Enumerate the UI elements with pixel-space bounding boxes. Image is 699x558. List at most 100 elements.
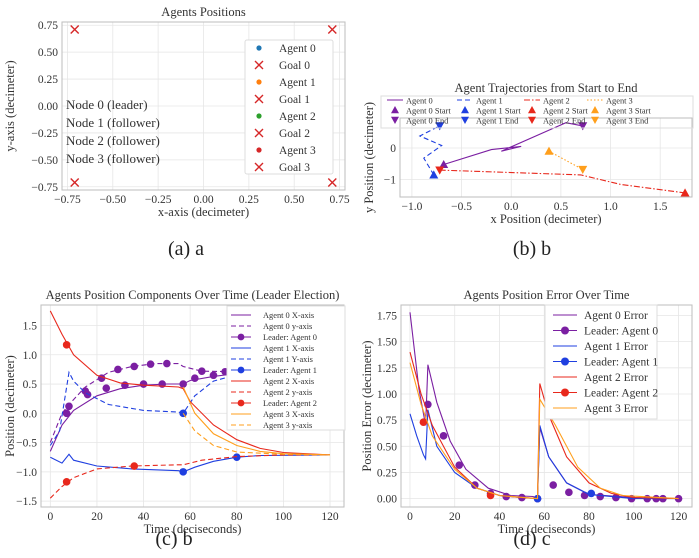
chart-c-svg: 0 20 40 60 80 100 120 −1.5 −1.0 −0.5 0.0 0.5 1.0 1.5 A… [3,288,346,536]
end-marker [578,165,588,175]
series-dot-point [191,374,199,382]
chart-d-svg: 0 20 40 60 80 100 120 0.00 0.25 0.50 0.75 1.00 1.25 1… [360,288,693,536]
x-tick-label: 0 [47,511,53,523]
x-tick-label: 1.0 [603,201,618,213]
legend-marker [237,366,245,374]
caption-a: (a) a [167,238,205,260]
start-marker [680,188,690,197]
series-dot-point [62,341,71,349]
y-tick-label: −0.75 [31,182,58,194]
legend-label: Goal 2 [279,128,310,140]
series-line [548,150,583,170]
chart-title: Agents Positions [161,5,246,19]
chart-a-svg: −0.75 −0.50 −0.25 0.00 0.25 0.50 0.75 −0.75 −0.5… [3,5,350,219]
legend-label: Agent 3 y-axis [263,421,312,430]
x-tick-label: 0.5 [554,201,569,213]
legend-label: Leader: Agent 0 [263,333,317,342]
y-axis-label: y-axis (decimeter) [3,60,17,151]
legend-label: Agent 2 X-axis [263,377,314,386]
goal-marker [327,177,337,187]
legend-marker [256,147,262,153]
legend-marker [561,388,569,397]
y-tick-label: 0.25 [38,74,58,86]
legend-box [226,305,346,431]
x-tick-label: −0.5 [451,201,472,213]
y-tick-label: 0.5 [23,379,38,391]
legend-label: Agent 3 [279,145,316,157]
legend-label: Agent 1 End [476,117,519,126]
series-dot-point [102,384,111,392]
legend-label: Leader: Agent 1 [263,366,317,375]
series-dot-point [179,468,187,476]
y-tick-label: −1.0 [16,467,37,479]
chart-title: Agents Position Components Over Time (Le… [46,288,340,302]
x-tick-label: 20 [91,511,103,523]
chart-title: Agent Trajectories from Start to End [455,81,639,95]
legend-marker [237,399,245,407]
y-axis-label: Position (decimeter) [3,355,17,457]
x-tick-label: 100 [625,511,643,523]
y-tick-label: −0.5 [16,438,37,450]
y-tick-label: 0.50 [38,47,58,59]
legend-marker [528,106,536,114]
y-tick-label: −1 [384,175,396,187]
series-dot-point [130,462,139,470]
legend-marker [528,116,536,124]
goal-marker [70,25,80,35]
x-tick-label: 0.50 [284,194,304,206]
legend-marker [561,326,569,335]
end-marker [578,122,588,131]
series-dot-point [139,380,148,388]
goal-marker [327,25,337,35]
legend-label: Agent 0 End [406,117,449,126]
x-tick-label: 40 [138,511,150,523]
legend-label: Agent 0 Error [584,310,648,322]
legend-label: Agent 1 X-axis [263,344,314,353]
x-tick-label: 20 [449,511,461,523]
x-tick-label: 0.75 [329,194,349,206]
x-tick-label: −0.25 [145,194,172,206]
series-line [409,362,679,500]
y-tick-label: 1.5 [23,320,38,332]
legend-label: Agent 1 [279,77,316,89]
series-line [182,386,331,456]
x-tick-label: 0.00 [193,194,213,206]
series-line [49,310,331,456]
legend-box [244,39,334,175]
legend-marker [254,60,264,70]
legend-marker [461,116,469,124]
legend-label: Agent 3 [606,97,633,106]
legend-marker [591,116,599,124]
legend-marker [391,116,399,124]
caption-b: (b) b [512,238,552,260]
legend-label: Agent 3 Start [606,107,651,116]
x-axis-label: Time (deciseconds) [498,522,596,536]
series-dot-point [580,491,589,500]
node-annotation: Node 0 (leader) [66,97,148,112]
chart-agent-trajectories: −1.0 −0.5 0.0 0.5 1.0 1.5 −1 0 Agent Trajectorie… [349,0,699,240]
x-tick-label: 1.5 [653,201,668,213]
node-annotation: Node 3 (follower) [66,151,160,166]
series-dot-point [62,409,71,418]
x-tick-label: 120 [670,511,688,523]
legend-marker [254,94,264,104]
start-marker [439,159,449,169]
x-axis-label: x Position (decimeter) [490,212,601,226]
goal-marker [70,177,80,187]
series-dot-point [83,390,92,399]
series-dot-point [179,380,187,388]
legend-label: Agent 0 [406,97,433,106]
legend-label: Agent 2 End [543,117,586,126]
legend-label: Agent 1 Start [476,107,521,116]
x-tick-label: −0.50 [99,194,126,206]
legend-marker [591,106,599,114]
x-axis-label: x-axis (decimeter) [158,205,249,219]
x-tick-label: −1.0 [401,201,422,213]
legend-label: Leader: Agent 0 [584,326,658,338]
y-tick-label: 0.75 [377,415,397,427]
y-tick-label: 0.00 [38,101,58,113]
x-tick-label: 0.0 [504,201,519,213]
legend-marker [391,106,399,114]
legend-label: Agent 0 y-axis [263,322,312,331]
x-tick-label: −0.75 [54,194,81,206]
